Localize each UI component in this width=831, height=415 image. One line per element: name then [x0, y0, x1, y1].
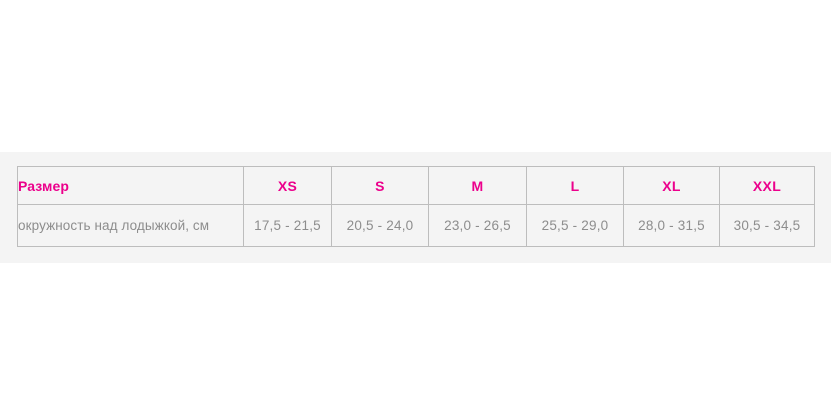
- value-cell-xl: 28,0 - 31,5: [623, 204, 720, 247]
- value-cell-l: 25,5 - 29,0: [526, 204, 624, 247]
- header-cell-size-label: Размер: [17, 166, 244, 205]
- value-cell-s: 20,5 - 24,0: [331, 204, 429, 247]
- size-table-container: Размер XS S M L XL XXL окружность над ло…: [17, 166, 815, 247]
- size-chart-table: Размер XS S M L XL XXL окружность над ло…: [17, 166, 815, 247]
- value-cell-xxl: 30,5 - 34,5: [719, 204, 815, 247]
- header-cell-size-s: S: [331, 166, 429, 205]
- header-cell-size-l: L: [526, 166, 624, 205]
- table-row-ankle-circumference: окружность над лодыжкой, см 17,5 - 21,5 …: [17, 204, 815, 247]
- row-label-ankle-circumference: окружность над лодыжкой, см: [17, 204, 244, 247]
- header-cell-size-xl: XL: [623, 166, 720, 205]
- value-cell-m: 23,0 - 26,5: [428, 204, 527, 247]
- header-cell-size-m: M: [428, 166, 527, 205]
- value-cell-xs: 17,5 - 21,5: [243, 204, 332, 247]
- header-cell-size-xxl: XXL: [719, 166, 815, 205]
- table-header-row: Размер XS S M L XL XXL: [17, 166, 815, 205]
- header-cell-size-xs: XS: [243, 166, 332, 205]
